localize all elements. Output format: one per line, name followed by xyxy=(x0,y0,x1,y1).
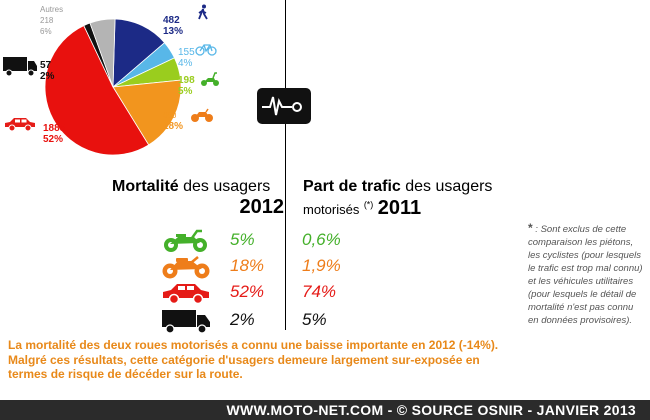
footnote-star: * xyxy=(528,221,533,235)
pie-slice-6 xyxy=(89,18,116,88)
mortality-header-bold: Mortalité xyxy=(112,178,179,195)
motorcycle-icon-small xyxy=(191,108,213,122)
table-row: 2% 5% xyxy=(0,308,650,334)
traffic-header-rest: des usagers xyxy=(400,178,493,195)
car-traffic: 74% xyxy=(302,282,337,301)
motorcycle-mortality: 18% xyxy=(230,256,265,275)
mortality-year: 2012 xyxy=(239,196,285,218)
moped-percent: 5% xyxy=(178,86,193,97)
source-footer: WWW.MOTO-NET.COM - © SOURCE OSNIR - JANV… xyxy=(0,400,650,420)
truck-icon-small xyxy=(3,57,37,77)
moped-mortality: 5% xyxy=(230,230,255,249)
motorcycle-traffic: 1,9% xyxy=(302,256,341,275)
bicycle-icon xyxy=(195,44,217,56)
label-motorcycle: 650 18% xyxy=(163,110,183,132)
truck-traffic: 5% xyxy=(302,310,327,329)
moped-traffic: 0,6% xyxy=(302,230,341,249)
pie-slice-3 xyxy=(112,79,182,146)
traffic-year: 2011 xyxy=(377,197,422,219)
footnote-text: : Sont exclus de cette comparaison les p… xyxy=(528,224,643,326)
mortality-header-rest: des usagers xyxy=(178,178,271,195)
moped-icon-small xyxy=(201,72,219,86)
label-moped: 198 5% xyxy=(178,75,195,97)
autres-percent: 6% xyxy=(40,27,52,36)
autres-name: Autres xyxy=(40,5,64,14)
traffic-header-sup: (*) xyxy=(363,199,374,210)
motorcycle-icon xyxy=(162,256,210,279)
pedestrian-value: 482 xyxy=(163,15,180,26)
vertical-divider xyxy=(285,0,286,330)
mortality-header: Mortalité des usagers 2012 xyxy=(112,178,284,219)
motorcycle-value: 650 xyxy=(163,111,177,120)
truck-value: 57 xyxy=(40,60,52,71)
bicycle-percent: 4% xyxy=(178,58,193,69)
table-row: 5% 0,6% xyxy=(0,228,650,254)
motorcycle-percent: 18% xyxy=(163,121,184,132)
traffic-header: Part de trafic des usagers motorisés (*)… xyxy=(303,178,518,220)
label-truck: 57 2% xyxy=(40,60,54,82)
truck-percent: 2% xyxy=(40,71,55,82)
summary-paragraph: La mortalité des deux roues motorisés a … xyxy=(8,338,499,381)
car-percent: 52% xyxy=(43,134,64,145)
table-row: 52% 74% xyxy=(0,280,650,306)
pedestrian-percent: 13% xyxy=(163,26,184,37)
label-bicycle: 155 4% xyxy=(178,47,195,69)
footnote: * : Sont exclus de cette comparaison les… xyxy=(528,222,646,327)
car-mortality: 52% xyxy=(230,282,265,301)
pedestrian-icon xyxy=(198,4,208,20)
mortality-pie-chart xyxy=(44,18,182,156)
truck-icon xyxy=(162,310,210,334)
heart-monitor-icon xyxy=(257,88,311,124)
label-autres: Autres 218 6% xyxy=(40,4,63,37)
table-row: 18% 1,9% xyxy=(0,254,650,280)
moped-icon xyxy=(164,229,207,252)
traffic-header-line2: motorisés xyxy=(303,202,360,217)
pie-slice-4 xyxy=(44,25,150,156)
truck-mortality: 2% xyxy=(230,310,255,329)
pie-chart-area: Autres 218 6% 482 13% 155 4% 198 5% 650 … xyxy=(0,0,250,175)
traffic-header-bold: Part de trafic xyxy=(303,178,401,195)
car-icon-small xyxy=(5,118,35,132)
bicycle-value: 155 xyxy=(178,47,195,58)
car-value: 1885 xyxy=(43,123,66,134)
autres-value: 218 xyxy=(40,16,54,25)
label-car: 1885 52% xyxy=(43,123,65,145)
car-icon xyxy=(163,284,209,305)
label-pedestrian: 482 13% xyxy=(163,15,183,37)
pie-slice-0 xyxy=(112,18,166,88)
moped-value: 198 xyxy=(178,75,195,86)
